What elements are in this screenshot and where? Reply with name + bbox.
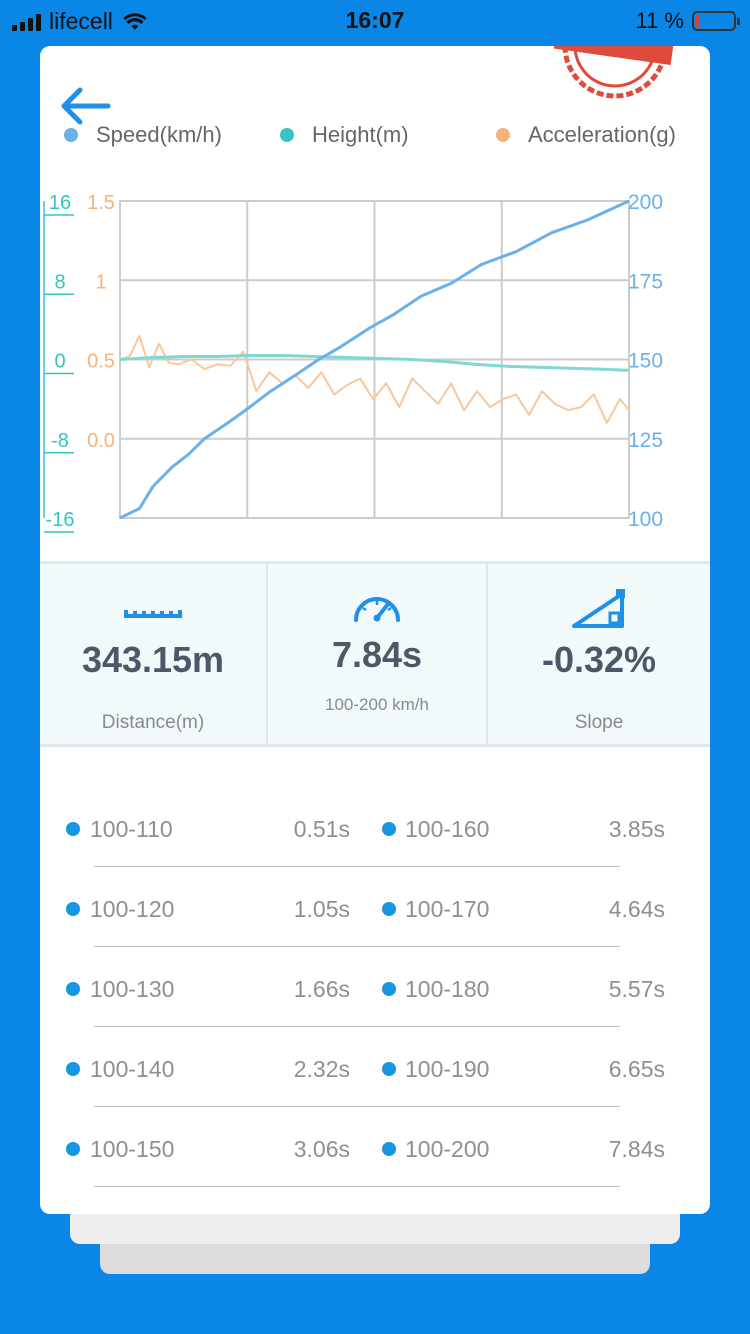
speedometer-icon [354, 597, 400, 622]
run-chart: 16 8 0 -8 -16 1.5 1 0.5 0.0 200 175 150 125 100 [43, 191, 663, 533]
split-range: 100-190 [405, 1056, 490, 1082]
row-divider [94, 1026, 620, 1027]
split-row: 100-120 1.05s 100-170 4.64s [40, 866, 710, 947]
split-row: 100-150 3.06s 100-200 7.84s [40, 1106, 710, 1187]
split-time: 2.32s [293, 1056, 350, 1082]
bullet-dot [382, 1142, 396, 1156]
legend-label-height: Height(m) [312, 122, 409, 147]
signal-icon [12, 13, 41, 31]
wifi-icon [123, 12, 147, 30]
legend-dot-speed [64, 128, 78, 142]
acceleration-axis-tick-label: 0.0 [87, 430, 115, 452]
speed-axis-tick-label: 150 [628, 350, 663, 373]
speed-axis-tick-label: 175 [628, 270, 663, 293]
stat-distance-value: 343.15m [81, 639, 225, 680]
result-card: Speed(km/h) Height(m) Acceleration(g) 16… [40, 46, 710, 1214]
acceleration-axis-tick-label: 1 [95, 271, 106, 293]
battery-icon [692, 11, 740, 31]
status-time: 16:07 [345, 7, 405, 33]
bullet-dot [66, 1062, 80, 1076]
split-row: 100-130 1.66s 100-180 5.57s [40, 946, 710, 1027]
row-divider [94, 946, 620, 947]
split-row: 100-140 2.32s 100-190 6.65s [40, 1026, 710, 1107]
split-time: 3.06s [293, 1136, 350, 1162]
legend-dot-height [280, 128, 294, 142]
stat-divider [266, 564, 268, 744]
split-range: 100-180 [405, 976, 490, 1002]
stat-divider [486, 564, 488, 744]
row-divider [94, 1106, 620, 1107]
carrier-name: lifecell [49, 8, 113, 34]
height-axis-tick-label: 16 [49, 192, 71, 214]
battery-level [696, 15, 700, 27]
arrow-left-icon [61, 87, 111, 125]
height-axis-tick-label: 0 [54, 351, 65, 373]
speed-axis-tick-label: 100 [628, 508, 663, 531]
split-range: 100-200 [405, 1136, 490, 1162]
stamp-icon [553, 46, 675, 99]
split-range: 100-140 [90, 1056, 175, 1082]
acceleration-axis-tick-label: 1.5 [87, 192, 115, 214]
height-axis-tick-label: 8 [54, 271, 65, 293]
split-range: 100-120 [90, 896, 175, 922]
acceleration-series-line [119, 334, 630, 424]
status-right: 11 % [635, 8, 740, 34]
stats-panel: 343.15m Distance(m) 7.84s 100-200 km/h -… [40, 561, 710, 747]
battery-percent: 11 % [635, 8, 684, 33]
legend-item-height[interactable]: Height(m) [280, 122, 409, 148]
status-left: lifecell [12, 8, 147, 35]
height-series-line [119, 354, 630, 372]
acceleration-axis-tick-label: 0.5 [87, 351, 115, 373]
stat-distance: 343.15m Distance(m) [40, 564, 266, 744]
bullet-dot [66, 902, 80, 916]
status-bar: lifecell 16:07 11 % [0, 0, 750, 42]
bullet-dot [382, 982, 396, 996]
row-divider [94, 866, 620, 867]
split-range: 100-170 [405, 896, 490, 922]
bullet-dot [382, 1062, 396, 1076]
split-time: 5.57s [608, 976, 665, 1002]
speed-axis-tick-label: 125 [628, 429, 663, 452]
stat-slope-value: -0.32% [541, 639, 657, 680]
stat-time-label: 100-200 km/h [325, 695, 429, 714]
bullet-dot [66, 982, 80, 996]
split-range: 100-150 [90, 1136, 175, 1162]
stat-time: 7.84s 100-200 km/h [268, 564, 486, 744]
chart-legend: Speed(km/h) Height(m) Acceleration(g) [40, 122, 710, 152]
split-time: 6.65s [608, 1056, 665, 1082]
stat-distance-label: Distance(m) [101, 712, 205, 733]
back-button[interactable] [58, 84, 114, 128]
speed-series-line [119, 199, 630, 520]
height-axis-tick-label: -8 [51, 430, 69, 452]
slope-icon [572, 589, 625, 628]
stat-time-value: 7.84s [331, 634, 423, 675]
bullet-dot [382, 902, 396, 916]
bullet-dot [66, 822, 80, 836]
legend-item-acceleration[interactable]: Acceleration(g) [496, 122, 676, 148]
ruler-icon [124, 610, 182, 618]
split-time: 7.84s [608, 1136, 665, 1162]
bullet-dot [382, 822, 396, 836]
height-axis-tick-label: -16 [46, 509, 75, 531]
legend-label-acceleration: Acceleration(g) [528, 122, 676, 147]
row-divider [94, 1186, 620, 1187]
stat-slope: -0.32% Slope [488, 564, 710, 744]
split-range: 100-110 [90, 816, 173, 842]
split-time: 1.05s [293, 896, 350, 922]
legend-label-speed: Speed(km/h) [96, 122, 222, 147]
stat-slope-label: Slope [574, 712, 624, 733]
split-time: 0.51s [293, 816, 350, 842]
legend-item-speed[interactable]: Speed(km/h) [64, 122, 222, 148]
speed-axis-tick-label: 200 [628, 191, 663, 214]
split-row: 100-110 0.51s 100-160 3.85s [40, 786, 710, 867]
split-range: 100-130 [90, 976, 175, 1002]
legend-dot-acceleration [496, 128, 510, 142]
split-time: 4.64s [608, 896, 665, 922]
split-time: 1.66s [293, 976, 350, 1002]
bullet-dot [66, 1142, 80, 1156]
split-range: 100-160 [405, 816, 490, 842]
split-time: 3.85s [608, 816, 665, 842]
